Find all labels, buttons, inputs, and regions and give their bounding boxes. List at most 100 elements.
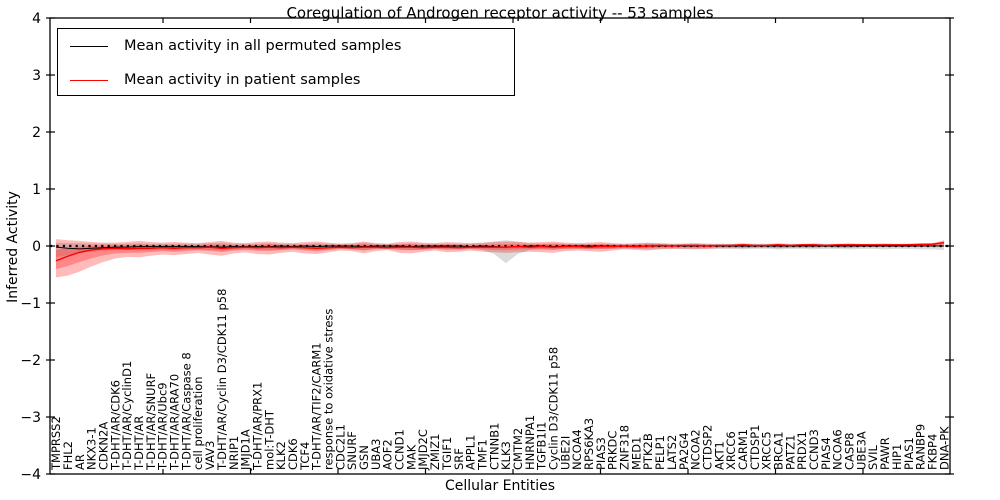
- x-tick-label: NCOA4: [570, 429, 584, 470]
- x-tick-label: Cyclin D3/CDK11 p58: [546, 347, 560, 470]
- x-tick-label: HNRNPA1: [523, 415, 537, 470]
- x-tick-label: PRDX1: [795, 431, 809, 470]
- x-tick-label: SVIL: [866, 444, 880, 470]
- y-tick-label: 4: [32, 11, 41, 27]
- x-tick-label: AR: [73, 454, 87, 470]
- x-tick-label: MAK: [404, 444, 418, 470]
- x-tick-label: FKBP4: [925, 434, 939, 470]
- x-tick-label: PELP1: [653, 435, 667, 470]
- y-tick-label: 2: [32, 125, 41, 141]
- y-tick-label: 1: [32, 182, 41, 198]
- x-tick-label: AOF2: [381, 439, 395, 470]
- x-tick-label: T-DHT/AR/CDK6: [108, 380, 122, 471]
- x-tick-label: PA2G4: [677, 432, 691, 470]
- x-tick-label: T-DHT/AR/SNURF: [144, 373, 158, 471]
- x-tick-label: ZMIZ1: [428, 434, 442, 470]
- x-tick-label: VAV3: [203, 441, 217, 470]
- x-tick-label: NCOA6: [831, 429, 845, 470]
- x-tick-label: JMJD2C: [416, 429, 430, 471]
- y-tick-label: 3: [32, 68, 41, 84]
- x-axis-title: Cellular Entities: [444, 478, 556, 494]
- x-tick-label: KLK2: [274, 441, 288, 470]
- x-tick-label: T-DHT/AR/Ubc9: [156, 382, 170, 471]
- x-tick-label: T-DHT/AR/ARA70: [168, 374, 182, 471]
- x-tick-label: CCND3: [807, 429, 821, 470]
- y-tick-label: −1: [20, 296, 41, 312]
- x-tick-label: cell proliferation: [191, 376, 205, 470]
- x-tick-label: PATZ1: [783, 435, 797, 470]
- x-tick-label: AKT1: [712, 441, 726, 470]
- x-tick-label: SRF: [452, 448, 466, 470]
- x-tick-label: PIAS1: [902, 437, 916, 470]
- x-tick-label: ZNF318: [618, 425, 632, 470]
- x-tick-label: NKX3-1: [85, 427, 99, 470]
- x-tick-label: T-DHT/AR/CyclinD1: [120, 361, 134, 471]
- x-tick-label: T-DHT/AR/PRX1: [250, 382, 264, 471]
- x-tick-label: CCND1: [393, 429, 407, 470]
- x-tick-label: PTK2B: [641, 433, 655, 470]
- x-tick-label: XRCC6: [724, 431, 738, 470]
- x-tick-label: TMF1: [475, 439, 489, 471]
- x-tick-label: MED1: [629, 437, 643, 470]
- x-tick-label: XRCC5: [760, 431, 774, 470]
- y-tick-label: −2: [20, 353, 41, 369]
- x-tick-label: GSN: [357, 445, 371, 470]
- chart-title: Coregulation of Androgen receptor activi…: [286, 4, 714, 22]
- x-tick-label: UBE2I: [558, 436, 572, 470]
- x-tick-label: RANBP9: [914, 424, 928, 470]
- x-tick-label: T-DHT/AR/Cyclin D3/CDK11 p58: [215, 289, 229, 471]
- patient-range-band-inner: [55, 241, 945, 270]
- x-tick-label: PAWR: [878, 437, 892, 470]
- y-tick-label: −4: [20, 467, 41, 483]
- x-tick-label: CDC2L1: [333, 424, 347, 470]
- legend-item-patient: Mean activity in patient samples: [58, 63, 514, 97]
- x-tick-label: response to oxidative stress: [321, 309, 335, 470]
- y-axis-title: Inferred Activity: [5, 191, 21, 303]
- x-tick-label: LATS2: [665, 435, 679, 470]
- x-tick-label: TMPRSS2: [49, 416, 63, 471]
- legend-item-permuted: Mean activity in all permuted samples: [58, 29, 514, 63]
- y-tick-label: 0: [32, 239, 41, 255]
- x-tick-label: CMTM2: [511, 428, 525, 470]
- legend-line-permuted: [70, 45, 108, 47]
- legend-label-patient: Mean activity in patient samples: [124, 72, 361, 88]
- x-tick-label: HIP1: [890, 444, 904, 470]
- x-tick-label: RPS6KA3: [582, 418, 596, 470]
- x-tick-label: TGFB1I1: [535, 422, 549, 471]
- x-tick-label: UBE3A: [854, 431, 868, 470]
- x-tick-label: DNA-PK: [937, 426, 951, 470]
- patient-mean-line: [55, 241, 945, 262]
- patient-range-band: [55, 239, 945, 278]
- x-tick-label: CDKN2A: [96, 422, 110, 470]
- x-tick-label: T-DHT/AR: [132, 416, 146, 471]
- x-tick-label: NCOA2: [689, 429, 703, 470]
- x-tick-label: BRCA1: [771, 431, 785, 470]
- legend-line-patient: [70, 79, 108, 81]
- x-tick-label: PRKDC: [606, 431, 620, 470]
- x-tick-label: FHL2: [61, 441, 75, 470]
- x-tick-label: APPL1: [464, 435, 478, 470]
- legend-label-permuted: Mean activity in all permuted samples: [124, 38, 402, 54]
- x-tick-label: mol:T-DHT: [262, 409, 276, 470]
- x-tick-label: TGIF1: [440, 437, 454, 471]
- x-tick-label: PIAS3: [594, 437, 608, 470]
- x-tick-label: CARM1: [736, 429, 750, 470]
- x-tick-label: CASP8: [843, 433, 857, 470]
- x-tick-label: UBA3: [369, 439, 383, 471]
- x-tick-label: CTDSP1: [748, 425, 762, 470]
- x-tick-label: JMJD1A: [239, 429, 253, 471]
- x-tick-label: KLK3: [499, 441, 513, 470]
- x-tick-label: CTDSP2: [700, 425, 714, 470]
- x-tick-label: CTNNB1: [487, 423, 501, 470]
- x-tick-label: T-DHT/AR/TIF2/CARM1: [310, 342, 324, 471]
- y-tick-label: −3: [20, 410, 41, 426]
- x-tick-label: T-DHT/AR/Caspase 8: [179, 352, 193, 471]
- x-tick-label: NRIP1: [227, 436, 241, 470]
- x-tick-label: PIAS4: [819, 437, 833, 470]
- x-tick-label: SNURF: [345, 431, 359, 470]
- x-tick-label: TCF4: [298, 442, 312, 471]
- legend: Mean activity in all permuted samples Me…: [57, 28, 515, 96]
- x-tick-label: CDK6: [286, 438, 300, 470]
